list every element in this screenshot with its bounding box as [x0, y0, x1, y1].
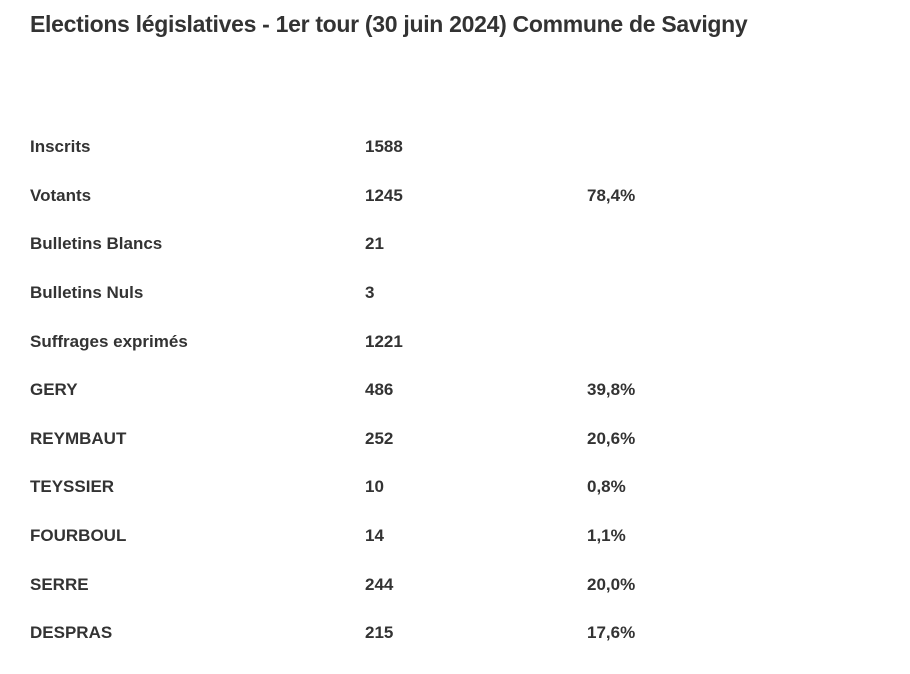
table-row-reymbaut: REYMBAUT 252 20,6%	[30, 415, 880, 464]
row-value: 14	[365, 526, 384, 546]
row-label: DESPRAS	[30, 623, 113, 643]
row-percent: 20,6%	[587, 428, 636, 448]
row-label: Inscrits	[30, 137, 91, 157]
row-percent: 17,6%	[587, 623, 636, 643]
table-row-gery: GERY 486 39,8%	[30, 366, 880, 415]
row-label: TEYSSIER	[30, 477, 115, 497]
row-percent: 1,1%	[587, 526, 626, 546]
row-value: 252	[365, 428, 394, 448]
row-value: 215	[365, 623, 394, 643]
row-percent: 78,4%	[587, 185, 636, 205]
row-value: 10	[365, 477, 384, 497]
row-label: GERY	[30, 380, 78, 400]
table-row-fourboul: FOURBOUL 14 1,1%	[30, 512, 880, 561]
row-label: Bulletins Nuls	[30, 283, 144, 303]
row-label: SERRE	[30, 574, 89, 594]
row-value: 1245	[365, 185, 403, 205]
table-row-votants: Votants 1245 78,4%	[30, 172, 880, 221]
table-row-suffrages-exprimes: Suffrages exprimés 1221	[30, 317, 880, 366]
table-row-bulletins-nuls: Bulletins Nuls 3	[30, 269, 880, 318]
row-value: 486	[365, 380, 394, 400]
page-title: Elections législatives - 1er tour (30 ju…	[30, 11, 748, 37]
row-percent: 39,8%	[587, 380, 636, 400]
row-value: 1588	[365, 137, 403, 157]
row-percent: 20,0%	[587, 574, 636, 594]
row-value: 3	[365, 283, 375, 303]
row-value: 1221	[365, 331, 403, 351]
row-label: Votants	[30, 185, 92, 205]
row-value: 244	[365, 574, 394, 594]
row-label: Bulletins Blancs	[30, 234, 163, 254]
row-label: Suffrages exprimés	[30, 331, 188, 351]
row-value: 21	[365, 234, 384, 254]
table-row-teyssier: TEYSSIER 10 0,8%	[30, 463, 880, 512]
table-row-inscrits: Inscrits 1588	[30, 123, 880, 172]
row-label: FOURBOUL	[30, 526, 127, 546]
row-label: REYMBAUT	[30, 428, 127, 448]
row-percent: 0,8%	[587, 477, 626, 497]
table-row-despras: DESPRAS 215 17,6%	[30, 609, 880, 658]
table-row-bulletins-blancs: Bulletins Blancs 21	[30, 220, 880, 269]
table-row-serre: SERRE 244 20,0%	[30, 560, 880, 609]
results-table: Inscrits 1588 Votants 1245 78,4% Bulleti…	[30, 123, 880, 658]
